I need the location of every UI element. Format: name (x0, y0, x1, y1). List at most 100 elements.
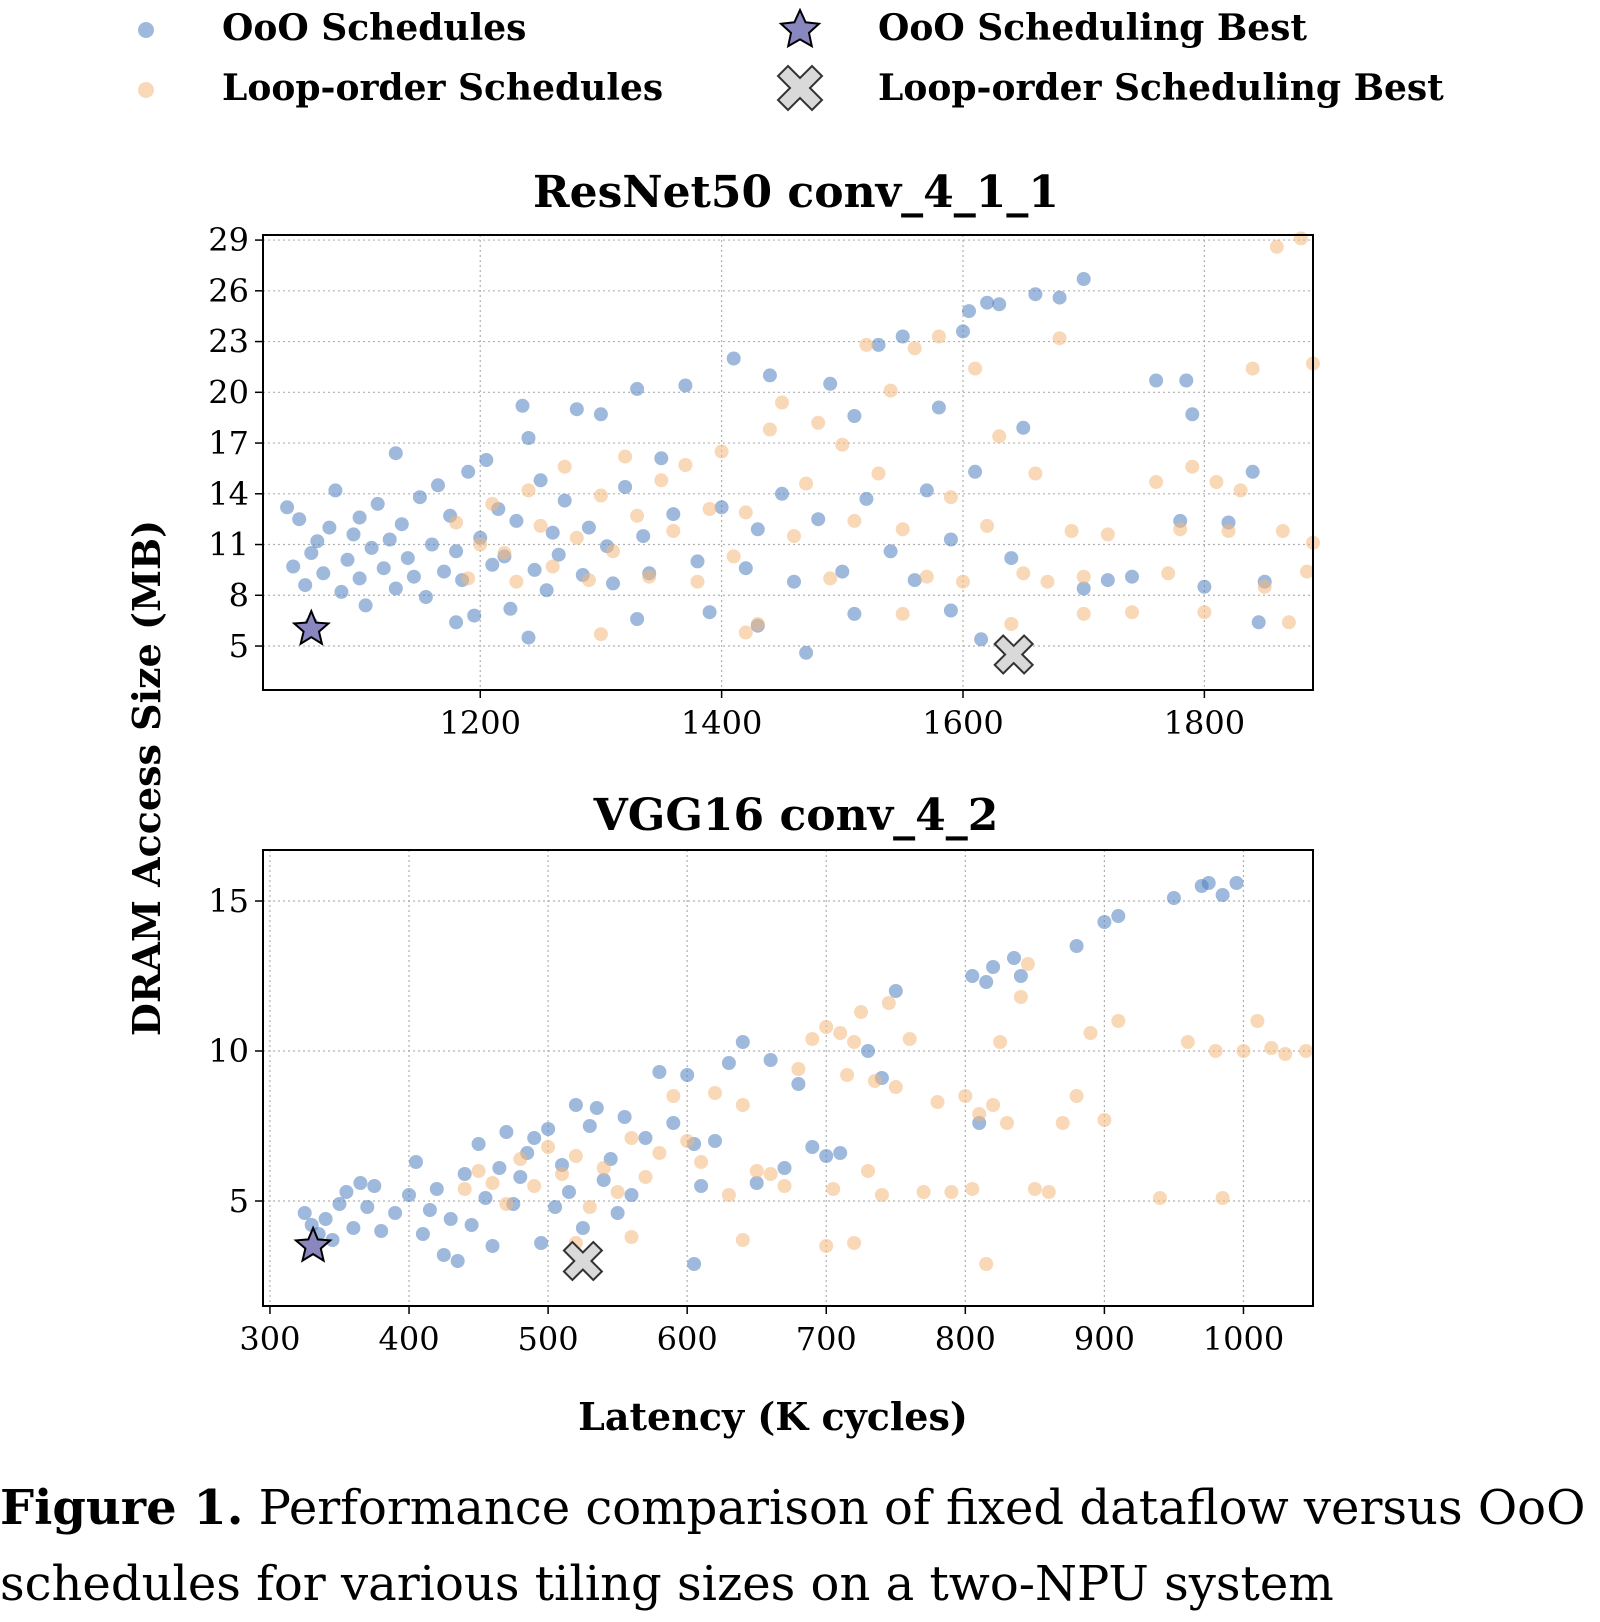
loop-order-point (738, 625, 753, 640)
ooo-point (708, 1134, 722, 1148)
loop-order-point (497, 546, 512, 560)
loop-order-point (638, 1170, 653, 1184)
loop-order-point (1028, 466, 1043, 481)
ooo-point (394, 517, 409, 532)
ooo-point (1166, 891, 1181, 905)
ooo-point (1097, 915, 1112, 929)
ooo-point (422, 1203, 437, 1217)
y-tick-label: 5 (229, 627, 249, 665)
ooo-point (527, 1131, 542, 1145)
ooo-point (367, 1179, 382, 1193)
ooo-point (1251, 615, 1266, 630)
loop-order-point (610, 1185, 625, 1199)
ooo-point (400, 551, 415, 566)
ooo-point (527, 562, 542, 577)
loop-order-point (624, 1131, 639, 1145)
plot-frame (262, 849, 1314, 1307)
ooo-point (412, 490, 427, 505)
ooo-point (974, 632, 989, 647)
legend-marker-ooo (138, 22, 154, 38)
ooo-point (726, 351, 741, 366)
x-tick-label: 700 (796, 1320, 857, 1358)
loop-order-point (867, 1074, 882, 1088)
ooo-point (1149, 373, 1164, 388)
loop-order-point (1245, 361, 1260, 376)
loop-order-point (666, 1089, 681, 1103)
loop-order-point (666, 524, 681, 538)
figure-caption: Figure 1. Performance comparison of fixe… (0, 1470, 1600, 1622)
ooo-point (859, 491, 874, 506)
loop-order-point (958, 1089, 973, 1103)
loop-order-point (581, 573, 596, 588)
ooo-point (805, 1140, 820, 1154)
loop-order-point (944, 1185, 959, 1199)
loop-order-point (993, 1035, 1008, 1049)
loop-order-point (811, 415, 826, 430)
ooo-point (735, 1035, 750, 1049)
ooo-point (533, 473, 548, 488)
y-tick-label: 20 (208, 373, 249, 411)
loop-order-point (1149, 475, 1164, 489)
loop-order-point (847, 513, 862, 528)
ooo-point (332, 1197, 347, 1211)
ooo-point (714, 500, 729, 515)
legend: OoO Schedules Loop-order Schedules OoO S… (138, 7, 1444, 112)
ooo-point (823, 376, 838, 391)
loop-order-point (726, 549, 741, 564)
chart-vgg16: VGG16 conv_4_2 300 400 500 600 700 800 900 1000… (208, 790, 1314, 1358)
loop-order-point (762, 422, 777, 437)
loop-order-point (823, 571, 838, 586)
ooo-point (316, 566, 331, 581)
loop-order-point (1197, 605, 1212, 620)
ooo-point (1185, 407, 1200, 422)
ooo-point (1229, 876, 1244, 890)
loop-order-point (680, 1134, 695, 1148)
loop-order-point (606, 544, 620, 559)
ooo-point (557, 493, 572, 508)
ooo-point (364, 540, 379, 555)
ooo-point (763, 1053, 778, 1067)
loop-order-point (1000, 1116, 1014, 1130)
loop-order-point (1161, 566, 1176, 581)
ooo-point (485, 1239, 500, 1253)
plot-area-vgg16: 300 400 500 600 700 800 900 1000 5 10 15 (208, 849, 1314, 1358)
loop-order-point (555, 1167, 569, 1181)
ooo-point (340, 552, 355, 567)
loop-order-point (690, 574, 705, 589)
loop-order-point (485, 496, 500, 511)
ooo-point (358, 598, 373, 613)
ooo-point (499, 1125, 514, 1139)
loop-order-point (1100, 527, 1115, 542)
ooo-point (680, 1068, 695, 1082)
loop-order-point (1215, 1191, 1230, 1205)
loop-order-point (847, 1236, 862, 1250)
ooo-point (636, 529, 651, 544)
loop-order-point (819, 1020, 834, 1034)
ooo-point (694, 1179, 709, 1193)
ooo-point (943, 603, 958, 618)
ooo-point (515, 398, 530, 413)
ooo-point (352, 571, 367, 586)
loop-order-point (763, 1167, 778, 1181)
ooo-point (370, 496, 385, 511)
loop-order-point (569, 530, 584, 545)
loop-order-point (1209, 475, 1224, 489)
ooo-point (353, 1176, 368, 1190)
ooo-point (492, 1161, 507, 1175)
ooo-point (539, 583, 554, 598)
loop-order-point (833, 1026, 848, 1040)
ooo-point (956, 324, 970, 339)
ooo-point (310, 534, 325, 549)
x-tick-label: 800 (935, 1320, 996, 1358)
loop-order-point (980, 518, 995, 533)
loop-order-point (979, 1257, 994, 1271)
ooo-point (1076, 581, 1091, 596)
ooo-point (298, 578, 313, 593)
ooo-point (388, 446, 403, 461)
loop-order-point (1153, 1191, 1167, 1205)
ooo-point (388, 581, 403, 596)
ooo-point (652, 1065, 667, 1079)
loop-order-point (777, 1179, 792, 1193)
loop-order-point (968, 361, 983, 376)
loop-order-point (541, 1140, 556, 1154)
